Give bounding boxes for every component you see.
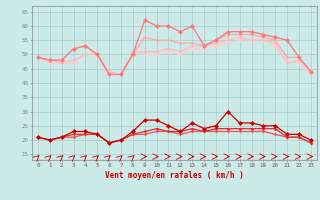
X-axis label: Vent moyen/en rafales ( km/h ): Vent moyen/en rafales ( km/h ) [105, 171, 244, 180]
